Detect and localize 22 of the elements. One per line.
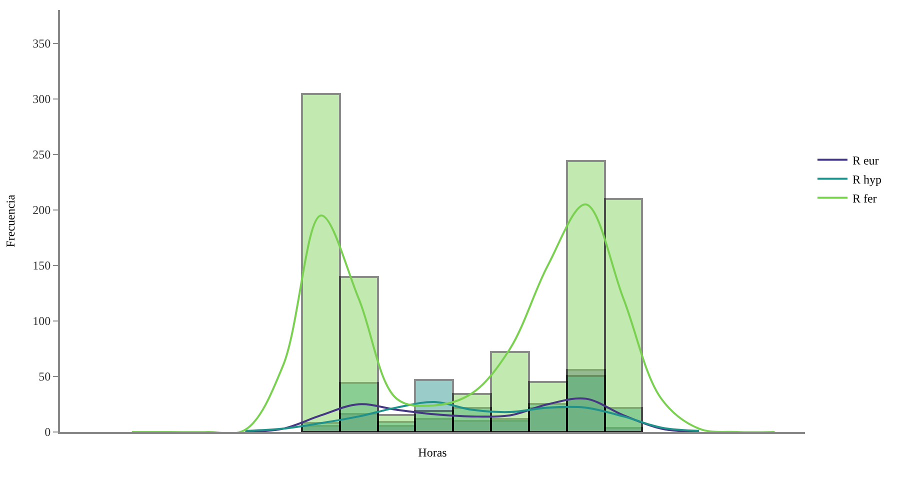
bar bbox=[528, 381, 568, 432]
bar bbox=[414, 410, 454, 432]
y-tick-label: 350 bbox=[32, 36, 51, 51]
x-axis-title: Horas bbox=[418, 445, 448, 460]
legend-label: R eur bbox=[852, 153, 879, 168]
y-tick-label: 100 bbox=[32, 314, 51, 328]
y-tick-label: 200 bbox=[32, 203, 51, 218]
y-tick-label: 150 bbox=[32, 258, 51, 273]
bar bbox=[301, 93, 341, 432]
y-tick-label: 250 bbox=[32, 148, 51, 162]
legend-label: R hyp bbox=[852, 172, 882, 186]
y-tick-label: 300 bbox=[32, 92, 51, 106]
bar bbox=[339, 276, 379, 432]
line-series bbox=[130, 203, 776, 432]
y-tick-label: 0 bbox=[44, 425, 51, 440]
bar bbox=[566, 160, 606, 432]
bar bbox=[377, 414, 416, 432]
legend-label: R fer bbox=[852, 191, 877, 206]
bar bbox=[490, 351, 530, 432]
y-tick-label: 50 bbox=[38, 370, 51, 384]
y-axis-title: Frecuencia bbox=[3, 194, 18, 248]
bar bbox=[604, 198, 643, 432]
